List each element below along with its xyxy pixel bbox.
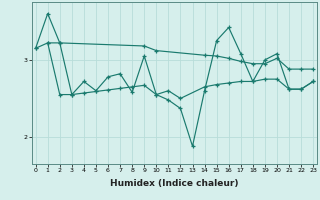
X-axis label: Humidex (Indice chaleur): Humidex (Indice chaleur) bbox=[110, 179, 239, 188]
